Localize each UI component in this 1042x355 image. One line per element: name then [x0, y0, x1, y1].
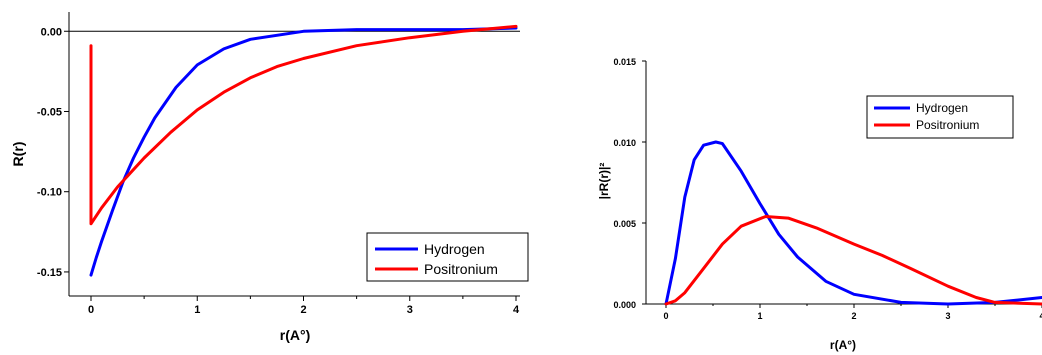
x-tick-label: 3	[945, 311, 950, 321]
x-tick-label: 1	[194, 304, 200, 316]
left-legend-box	[366, 232, 529, 282]
left-x-axis-label: r(A°)	[280, 327, 310, 343]
right-legend-hydrogen-label: Hydrogen	[916, 101, 968, 115]
right-legend: Hydrogen Positronium	[866, 95, 1014, 139]
right-y-axis-label: |rR(r)|²	[597, 163, 611, 200]
y-tick-label: 0.000	[613, 300, 636, 310]
left-y-axis-label: R(r)	[10, 142, 26, 167]
y-tick-label: 0.010	[613, 138, 636, 148]
y-tick-label: -0.15	[37, 267, 62, 279]
right-legend-box	[866, 95, 1014, 139]
y-tick-label: 0.00	[41, 26, 62, 38]
radial-probability-chart: 0 1 2 3 4 0.000 0.005 0.010 0.015 r(A°) |rR(r)|…	[597, 57, 1042, 352]
x-tick-label: 0	[663, 311, 668, 321]
series-line-positronium	[89, 24, 518, 226]
series-line-hydrogen	[664, 140, 1042, 306]
x-tick-label: 4	[513, 304, 520, 316]
y-tick-label: 0.005	[613, 219, 636, 229]
left-legend-positronium-label: Positronium	[424, 261, 498, 277]
x-tick-label: 1	[757, 311, 762, 321]
y-tick-label: -0.05	[37, 106, 62, 118]
right-x-axis-label: r(A°)	[830, 338, 856, 352]
y-tick-label: 0.015	[613, 57, 636, 67]
x-tick-label: 2	[851, 311, 856, 321]
series-line-positronium	[664, 215, 1042, 306]
y-tick-label: -0.10	[37, 187, 62, 199]
left-legend-hydrogen-label: Hydrogen	[424, 241, 485, 257]
radial-wavefunction-chart: 0 1 2 3 4 0.00 -0.05 -0.10 -0.15 r(A°) R(r) Hyd…	[10, 12, 529, 343]
left-legend: Hydrogen Positronium	[366, 232, 529, 282]
x-tick-label: 3	[407, 304, 413, 316]
x-tick-label: 0	[88, 304, 94, 316]
x-tick-label: 2	[300, 304, 306, 316]
x-tick-label: 4	[1039, 311, 1042, 321]
series-line-hydrogen	[89, 26, 518, 277]
right-legend-positronium-label: Positronium	[916, 118, 979, 132]
